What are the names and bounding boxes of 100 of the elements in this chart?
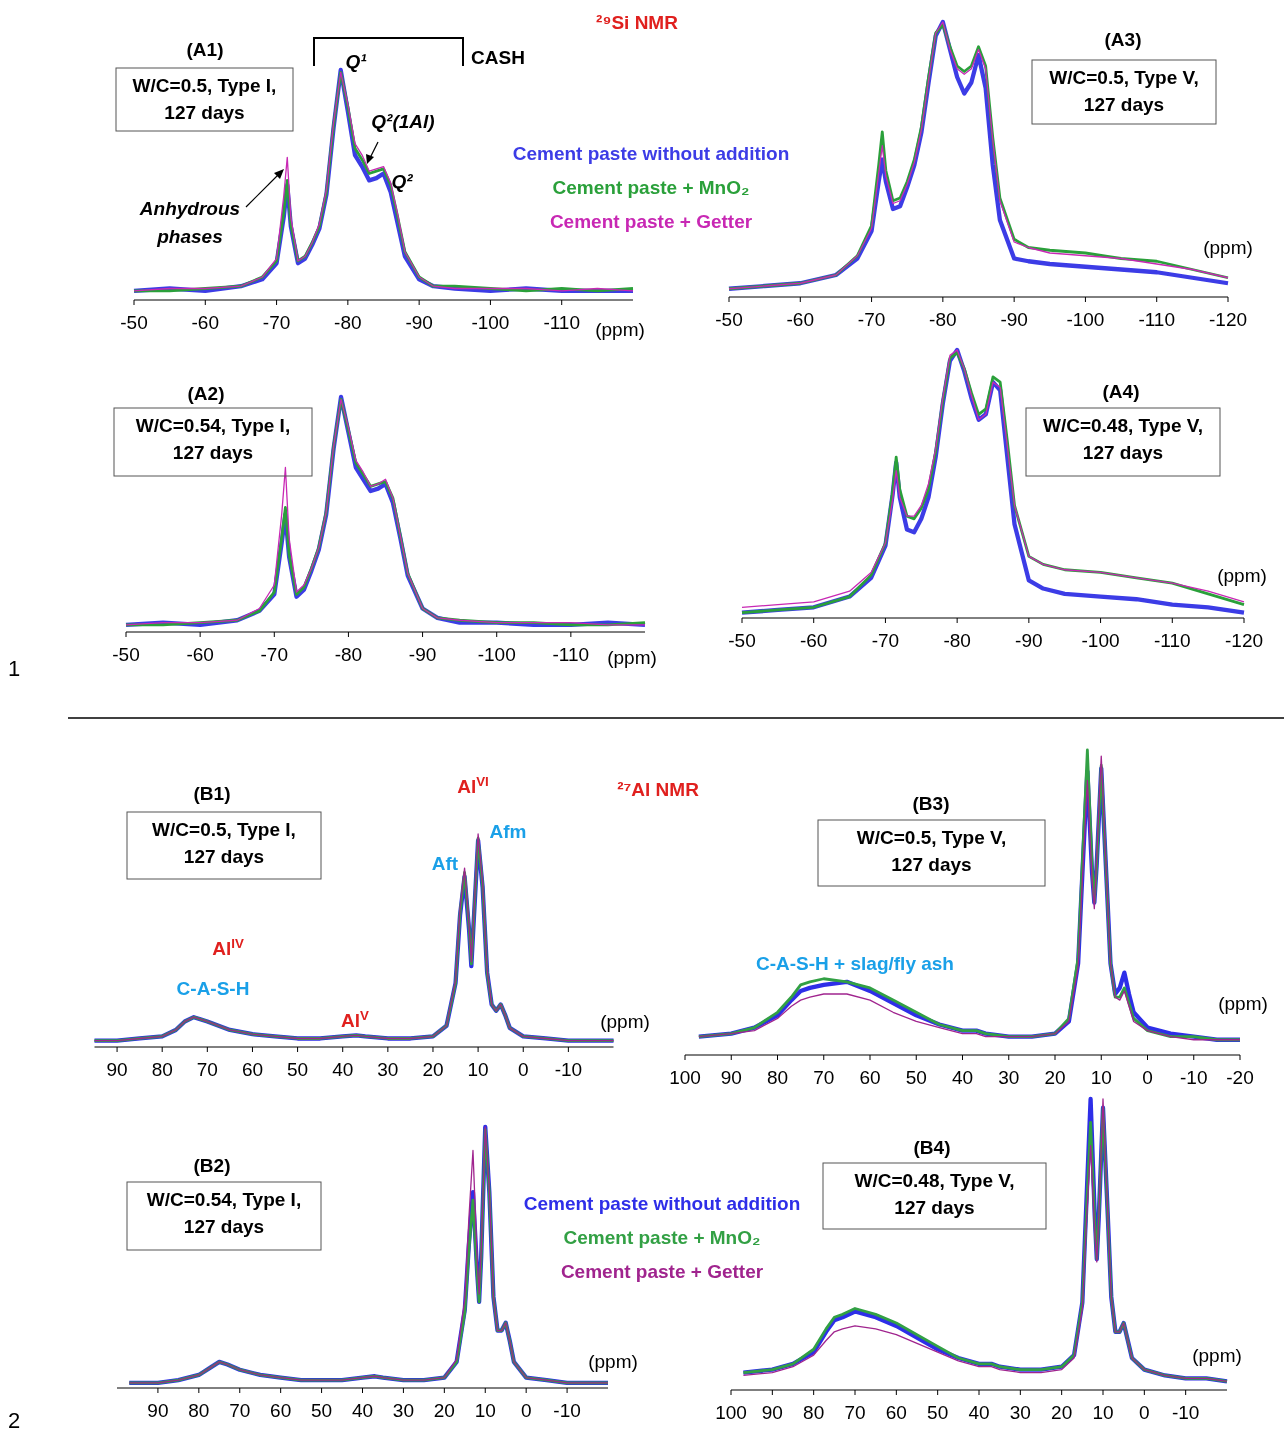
annotation: Q²: [391, 171, 414, 192]
annotation: ²⁷Al NMR: [617, 779, 700, 800]
x-axis-title: (ppm): [600, 1011, 650, 1032]
x-tick-label: -70: [260, 644, 289, 665]
x-tick-label: -10: [553, 1400, 581, 1421]
x-tick-label: 20: [422, 1059, 444, 1080]
x-axis-title: (ppm): [1203, 237, 1253, 258]
annotation: Al$^{V}$: [341, 1007, 370, 1031]
x-tick-label: 50: [287, 1059, 309, 1080]
text: 1: [7, 656, 21, 681]
annotation: Q²(1Al): [371, 111, 435, 132]
text: Cement paste + MnO₂: [563, 1227, 761, 1248]
x-tick-label: -80: [929, 309, 957, 330]
x-tick-label: -70: [871, 630, 900, 651]
x-tick-label: 70: [229, 1400, 251, 1421]
x-tick-label: -60: [786, 309, 815, 330]
x-tick-label: -100: [477, 644, 516, 665]
text: Cement paste without addition: [512, 143, 790, 164]
x-tick-label: -60: [799, 630, 828, 651]
x-tick-label: -110: [1153, 630, 1191, 651]
x-axis-title: (ppm): [595, 319, 645, 340]
x-tick-label: -60: [191, 312, 220, 333]
x-tick-label: 70: [196, 1059, 218, 1080]
x-tick-label: -50: [715, 309, 743, 330]
x-tick-label: 30: [377, 1059, 399, 1080]
series-label: Cement paste without addition: [523, 1193, 801, 1214]
x-tick-label: -70: [857, 309, 886, 330]
annotation: Aft: [431, 853, 459, 874]
x-tick-label: 10: [467, 1059, 489, 1080]
text: ²⁹Si NMR: [596, 12, 679, 33]
x-tick-label: 30: [392, 1400, 414, 1421]
chart-subtitle: W/C=0.5, Type I, 127 days: [152, 819, 296, 867]
chart-title: (B1): [193, 783, 231, 804]
x-tick-label: 60: [885, 1402, 907, 1423]
text: (B3): [912, 793, 950, 814]
text: W/C=0.5, Type I, 127 days: [132, 75, 277, 123]
x-tick-label: 20: [1051, 1402, 1073, 1423]
x-axis-title: (ppm): [588, 1351, 638, 1372]
chart-title: (A1): [186, 39, 224, 60]
x-tick-label: -100: [1066, 309, 1105, 330]
x-tick-label: -120: [1224, 630, 1264, 651]
text: 2: [7, 1408, 21, 1433]
x-tick-label: -50: [728, 630, 756, 651]
x-tick-label: 60: [270, 1400, 292, 1421]
annotation: Anhydrous phases: [138, 198, 241, 247]
x-tick-label: 50: [927, 1402, 949, 1423]
text: (B2): [193, 1155, 231, 1176]
annotation: C-A-S-H: [176, 978, 250, 999]
text: W/C=0.5, Type V, 127 days: [856, 827, 1007, 875]
annotation: Q¹: [345, 51, 368, 72]
text: Al$^{VI}$: [457, 773, 489, 797]
text: W/C=0.48, Type V, 127 days: [854, 1170, 1015, 1218]
x-tick-label: -90: [405, 312, 433, 333]
x-tick-label: 20: [1044, 1067, 1066, 1088]
x-tick-label: -120: [1208, 309, 1248, 330]
x-tick-label: 50: [311, 1400, 333, 1421]
text: W/C=0.54, Type I, 127 days: [135, 415, 291, 463]
x-tick-label: 80: [803, 1402, 825, 1423]
x-tick-label: 70: [844, 1402, 866, 1423]
x-tick-label: -10: [554, 1059, 583, 1080]
x-axis-title: (ppm): [1218, 993, 1268, 1014]
x-tick-label: -20: [1226, 1067, 1254, 1088]
x-tick-label: -100: [471, 312, 510, 333]
text: Cement paste + Getter: [549, 211, 753, 232]
x-tick-label: 100: [715, 1402, 747, 1423]
text: W/C=0.48, Type V, 127 days: [1043, 415, 1203, 463]
x-tick-label: 50: [905, 1067, 927, 1088]
x-tick-label: 10: [1090, 1067, 1112, 1088]
text: Cement paste + Getter: [560, 1261, 764, 1282]
x-tick-label: 0: [1139, 1402, 1150, 1423]
x-tick-label: 90: [106, 1059, 128, 1080]
x-tick-label: 20: [433, 1400, 455, 1421]
x-tick-label: -90: [1000, 309, 1028, 330]
annotation: Afm: [489, 821, 527, 842]
chart-title: (A2): [187, 383, 225, 404]
annotation: Al$^{IV}$: [212, 935, 244, 959]
x-tick-label: 40: [332, 1059, 354, 1080]
x-tick-label: -10: [1171, 1402, 1200, 1423]
x-tick-label: -10: [1180, 1067, 1208, 1088]
x-tick-label: -50: [120, 312, 148, 333]
x-tick-label: 40: [351, 1400, 374, 1421]
annotation: C-A-S-H + slag/fly ash: [756, 953, 954, 974]
text: (A4): [1102, 381, 1140, 402]
x-axis-title: (ppm): [1217, 565, 1267, 586]
x-tick-label: -60: [186, 644, 214, 665]
x-tick-label: 90: [147, 1400, 169, 1421]
x-tick-label: 30: [998, 1067, 1020, 1088]
x-tick-label: -100: [1081, 630, 1120, 651]
text: W/C=0.54, Type I, 127 days: [146, 1189, 302, 1237]
x-tick-label: 70: [813, 1067, 835, 1088]
x-tick-label: 100: [669, 1067, 701, 1088]
x-tick-label: 10: [1092, 1402, 1114, 1423]
x-tick-label: -70: [262, 312, 291, 333]
x-tick-label: 80: [188, 1400, 210, 1421]
x-tick-label: -110: [552, 644, 590, 665]
x-tick-label: -110: [543, 312, 581, 333]
x-axis-title: (ppm): [1192, 1345, 1242, 1366]
x-tick-label: -90: [1015, 630, 1043, 651]
x-tick-label: -80: [943, 630, 971, 651]
x-tick-label: 10: [474, 1400, 496, 1421]
